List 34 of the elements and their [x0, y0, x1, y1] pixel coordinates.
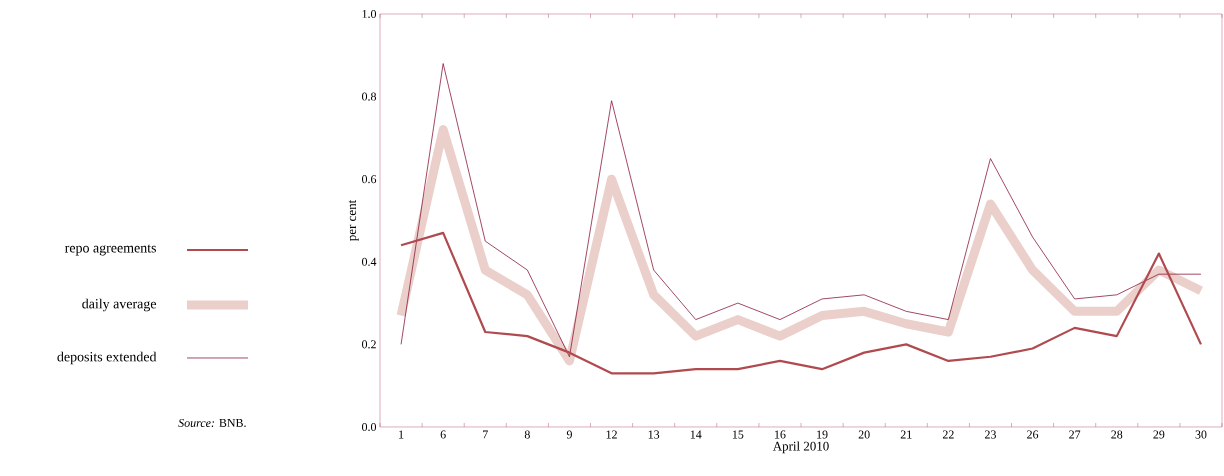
x-tick-label: 6: [440, 430, 446, 439]
x-tick-label: 29: [1153, 430, 1165, 439]
line-series: [400, 63, 1202, 358]
y-tick-label: 1.0: [362, 9, 377, 19]
x-tick-label: 16: [775, 430, 786, 439]
y-tick-label: 0.2: [362, 340, 376, 349]
legend-label: repo agreements: [64, 244, 156, 256]
line-series: [399, 231, 1203, 375]
y-tick-label: 0.4: [362, 257, 377, 266]
y-tick-label: 0.6: [362, 175, 377, 184]
x-tick-label: 30: [1195, 430, 1207, 439]
legend-label: daily average: [82, 298, 157, 312]
x-tick-label: 22: [942, 430, 954, 439]
x-tick-label: 27: [1069, 430, 1081, 439]
x-tick-label: 9: [566, 430, 572, 439]
x-axis-title: April 2010: [772, 441, 829, 454]
x-tick-label: 26: [1027, 430, 1039, 439]
y-tick-label: 0.8: [362, 92, 377, 101]
x-tick-label: 28: [1111, 430, 1123, 439]
x-tick-label: 14: [690, 430, 702, 439]
x-tick-label: 12: [606, 430, 617, 439]
x-tick-label: 21: [900, 430, 912, 439]
y-axis-title: per cent: [348, 199, 359, 241]
x-tick-label: 23: [985, 430, 996, 439]
text: Source: BNB.: [178, 418, 246, 428]
x-tick-label: 13: [648, 430, 660, 439]
y-tick-label: 0.0: [362, 422, 377, 432]
x-tick-label: 19: [817, 430, 828, 439]
x-tick-label: 8: [524, 430, 530, 439]
x-tick-label: 1: [399, 430, 404, 439]
x-tick-label: 7: [483, 430, 488, 439]
legend-label: deposits extended: [57, 351, 157, 365]
x-tick-label: 20: [858, 430, 870, 439]
x-tick-label: 15: [732, 430, 744, 439]
